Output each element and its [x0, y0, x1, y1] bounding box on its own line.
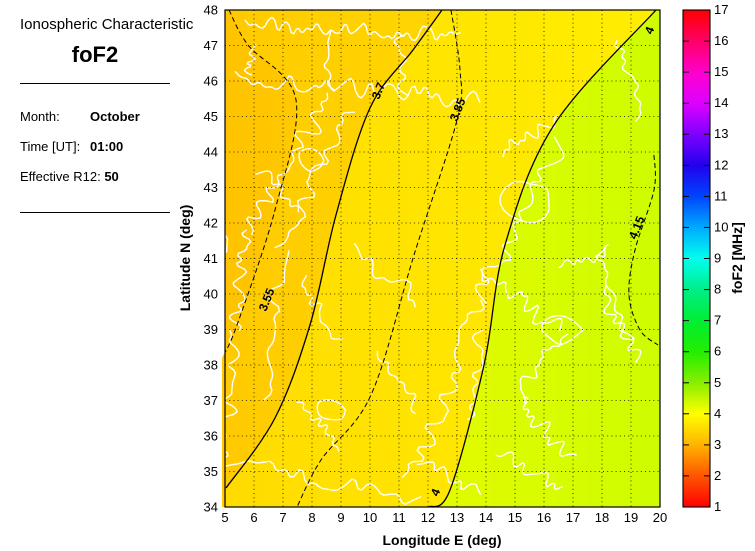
svg-text:7: 7 — [279, 510, 286, 525]
svg-text:11: 11 — [392, 510, 406, 525]
svg-text:8: 8 — [308, 510, 315, 525]
svg-text:5: 5 — [221, 510, 228, 525]
svg-text:13: 13 — [714, 126, 728, 141]
svg-text:Longitude E (deg): Longitude E (deg) — [383, 532, 502, 548]
svg-text:13: 13 — [450, 510, 464, 525]
svg-text:6: 6 — [714, 344, 721, 359]
svg-text:4: 4 — [714, 406, 721, 421]
svg-text:37: 37 — [204, 393, 218, 408]
svg-text:2: 2 — [714, 468, 721, 483]
svg-text:15: 15 — [508, 510, 522, 525]
svg-text:17: 17 — [566, 510, 580, 525]
svg-text:12: 12 — [714, 157, 728, 172]
svg-text:14: 14 — [714, 95, 728, 110]
svg-text:12: 12 — [421, 510, 435, 525]
svg-text:19: 19 — [624, 510, 638, 525]
svg-text:7: 7 — [714, 313, 721, 328]
svg-text:16: 16 — [714, 33, 728, 48]
svg-text:9: 9 — [337, 510, 344, 525]
svg-text:44: 44 — [204, 145, 218, 160]
svg-text:foF2 [MHz]: foF2 [MHz] — [729, 222, 745, 294]
svg-text:16: 16 — [537, 510, 551, 525]
svg-text:5: 5 — [714, 375, 721, 390]
svg-text:8: 8 — [714, 282, 721, 297]
svg-text:35: 35 — [204, 464, 218, 479]
svg-text:45: 45 — [204, 109, 218, 124]
svg-text:6: 6 — [250, 510, 257, 525]
svg-text:10: 10 — [363, 510, 377, 525]
svg-text:36: 36 — [204, 429, 218, 444]
svg-text:15: 15 — [714, 64, 728, 79]
svg-text:38: 38 — [204, 358, 218, 373]
svg-text:18: 18 — [595, 510, 609, 525]
svg-text:Latitude N (deg): Latitude N (deg) — [177, 205, 193, 312]
svg-text:34: 34 — [204, 500, 218, 515]
svg-text:9: 9 — [714, 251, 721, 266]
svg-text:41: 41 — [204, 251, 218, 266]
svg-text:14: 14 — [479, 510, 493, 525]
svg-text:48: 48 — [204, 3, 218, 18]
svg-text:43: 43 — [204, 180, 218, 195]
svg-text:3: 3 — [714, 437, 721, 452]
svg-text:1: 1 — [714, 499, 721, 514]
svg-text:47: 47 — [204, 38, 218, 53]
svg-text:40: 40 — [204, 287, 218, 302]
svg-text:10: 10 — [714, 219, 728, 234]
svg-text:46: 46 — [204, 74, 218, 89]
svg-text:39: 39 — [204, 322, 218, 337]
svg-text:11: 11 — [714, 188, 728, 203]
svg-text:20: 20 — [653, 510, 667, 525]
svg-text:17: 17 — [714, 2, 728, 17]
svg-text:42: 42 — [204, 216, 218, 231]
